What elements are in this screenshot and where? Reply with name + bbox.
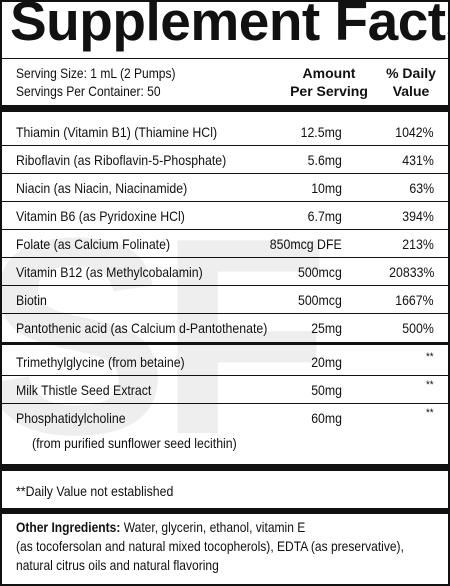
header-thick-rule <box>2 105 448 112</box>
row-divider <box>2 145 448 146</box>
nutrient-name: Phosphatidylcholine <box>16 410 126 426</box>
row-divider <box>2 313 448 314</box>
nutrient-name: Vitamin B6 (as Pyridoxine HCl) <box>16 208 185 224</box>
row-divider <box>2 285 448 286</box>
daily-value-header: % Daily Value <box>386 65 436 99</box>
daily-value-footnote: **Daily Value not established <box>16 483 174 499</box>
nutrient-name: Milk Thistle Seed Extract <box>16 382 152 398</box>
nutrient-amount: 500mcg <box>298 264 342 280</box>
nutrient-amount: 850mcg DFE <box>270 236 342 252</box>
other-ingredients: Other Ingredients: Water, glycerin, etha… <box>16 518 440 575</box>
serving-size: Serving Size: 1 mL (2 Pumps) <box>16 65 176 81</box>
nutrient-daily-value: ** <box>426 351 434 363</box>
row-divider <box>2 257 448 258</box>
nutrient-name: Vitamin B12 (as Methylcobalamin) <box>16 264 203 280</box>
nutrient-name: Thiamin (Vitamin B1) (Thiamine HCl) <box>16 124 218 140</box>
panel-title: Supplement Facts <box>10 0 450 52</box>
nutrient-daily-value: ** <box>426 379 434 391</box>
amount-header: Amount Per Serving <box>290 65 368 99</box>
nutrient-name: Niacin (as Niacin, Niacinamide) <box>16 180 188 196</box>
row-divider <box>2 173 448 174</box>
nutrient-amount: 20mg <box>311 354 342 370</box>
nutrient-name: Trimethylglycine (from betaine) <box>16 354 185 370</box>
nutrient-amount: 60mg <box>311 410 342 426</box>
row-divider <box>2 229 448 230</box>
nutrient-daily-value: 1042% <box>395 124 434 140</box>
nutrient-name: Riboflavin (as Riboflavin-5-Phosphate) <box>16 152 227 168</box>
other-ingredients-line-1: Water, glycerin, ethanol, vitamin E <box>123 519 306 535</box>
nutrient-daily-value: 213% <box>402 236 434 252</box>
nutrient-daily-value: 500% <box>402 320 434 336</box>
nutrient-daily-value: 20833% <box>388 264 434 280</box>
nutrient-amount: 12.5mg <box>300 124 342 140</box>
nutrient-daily-value: 394% <box>402 208 434 224</box>
section-divider <box>2 342 448 345</box>
nutrient-daily-value: 431% <box>402 152 434 168</box>
nutrient-name: Folate (as Calcium Folinate) <box>16 236 171 252</box>
nutrient-name: Biotin <box>16 292 47 308</box>
title-divider <box>2 58 448 59</box>
row-divider <box>2 403 448 404</box>
nutrient-amount: 5.6mg <box>307 152 342 168</box>
footnote-thick-rule <box>2 464 448 471</box>
nutrient-daily-value: 63% <box>409 180 434 196</box>
ingredients-thick-rule <box>2 508 448 514</box>
nutrient-daily-value: ** <box>426 407 434 419</box>
other-ingredients-line-2: (as tocofersolan and natural mixed tocop… <box>16 538 404 554</box>
nutrient-amount: 50mg <box>311 382 342 398</box>
row-divider <box>2 375 448 376</box>
nutrient-amount: 25mg <box>311 320 342 336</box>
other-ingredients-line-3: natural citrus oils and natural flavorin… <box>16 557 219 573</box>
nutrient-amount: 6.7mg <box>307 208 342 224</box>
row-divider <box>2 201 448 202</box>
servings-per-container: Servings Per Container: 50 <box>16 83 161 99</box>
nutrient-name: Pantothenic acid (as Calcium d-Pantothen… <box>16 320 268 336</box>
other-ingredients-label: Other Ingredients: <box>16 519 121 535</box>
nutrient-source-note: (from purified sunflower seed lecithin) <box>32 435 237 451</box>
nutrient-daily-value: 1667% <box>395 292 434 308</box>
nutrient-amount: 500mcg <box>298 292 342 308</box>
nutrient-amount: 10mg <box>311 180 342 196</box>
